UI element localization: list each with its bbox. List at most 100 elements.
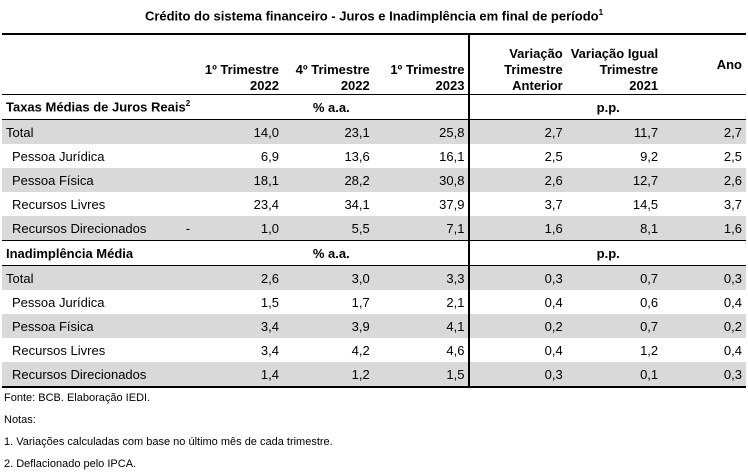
table-cell: 3,7 (723, 196, 742, 212)
table-cell: 0,7 (566, 265, 663, 290)
row-label: Recursos Direcionados (2, 362, 195, 388)
table-cell: 13,6 (344, 148, 370, 164)
table-cell: 1,4 (194, 362, 283, 388)
table-cell: 0,2 (468, 314, 567, 338)
table-cell: 3,3 (373, 265, 470, 290)
table-cell: 2,7 (468, 119, 567, 144)
table-cell: 3,0 (282, 265, 374, 290)
note-1: 1. Variações calculadas com base no últi… (4, 436, 333, 448)
table-row: Recursos Direcionados - 1,0 5,5 7,1 1,6 8,1 1… (2, 216, 746, 241)
table-cell: 0,3 (662, 265, 746, 290)
table-cell: 3,9 (282, 314, 374, 338)
table-cell: 0,4 (723, 342, 742, 358)
col-header-2: 4º Trimestre 2022 (282, 33, 374, 95)
section-header-default: Inadimplência Média % a.a. p.p. (2, 240, 746, 266)
table-cell: 25,8 (373, 119, 470, 144)
credit-table: 1º Trimestre 2022 4º Trimestre 2022 1º Tri… (2, 33, 746, 388)
table-cell: 0,2 (662, 314, 746, 338)
row-label: Total (2, 265, 195, 290)
table-cell: 1,7 (351, 294, 370, 310)
row-label: Recursos Livres (12, 196, 106, 212)
section-label: Taxas Médias de Juros Reais2 (2, 94, 195, 120)
table-row: Total 14,0 23,1 25,8 2,7 11,7 2,7 (2, 119, 746, 144)
note-2: 2. Deflacionado pelo IPCA. (4, 458, 137, 470)
table-cell: 2,7 (662, 119, 746, 144)
header-row: 1º Trimestre 2022 4º Trimestre 2022 1º Tri… (2, 33, 746, 95)
table-cell: 2,5 (468, 144, 567, 168)
table-cell: 0,3 (662, 362, 746, 388)
table-cell: 2,6 (468, 168, 567, 192)
table-cell: 5,5 (282, 216, 374, 241)
table-title: Crédito do sistema financeiro - Juros e … (0, 8, 748, 23)
table-cell: 0,1 (566, 362, 663, 388)
col-header-1: 1º Trimestre 2022 (194, 33, 283, 95)
table-cell: 2,1 (446, 294, 465, 310)
table-cell: 3,4 (194, 314, 283, 338)
table-cell: 1,5 (260, 294, 279, 310)
table-cell: 3,7 (468, 192, 567, 216)
notes-heading: Notas: (4, 414, 36, 426)
table-cell: 0,3 (468, 265, 567, 290)
table-cell: 14,5 (632, 196, 659, 212)
table-row: Total 2,6 3,0 3,3 0,3 0,7 0,3 (2, 265, 746, 290)
table-cell: 4,1 (373, 314, 470, 338)
table-cell: 11,7 (566, 119, 663, 144)
table-cell: 6,9 (260, 148, 279, 164)
row-label: Recursos Livres (12, 342, 106, 358)
table-row: Recursos Livres 3,4 4,2 4,6 0,4 1,2 0,4 (2, 338, 746, 362)
table-cell: 28,2 (282, 168, 374, 192)
table-cell: 2,6 (662, 168, 746, 192)
header-blank (2, 33, 195, 95)
dash-mark: - (185, 220, 191, 236)
col-header-3: 1º Trimestre 2023 (373, 33, 470, 95)
table-cell: 0,3 (468, 362, 567, 388)
row-label: Pessoa Física (2, 314, 195, 338)
table-cell: 2,5 (723, 148, 742, 164)
table-cell: 34,1 (344, 196, 370, 212)
table-cell: 4,6 (446, 342, 465, 358)
unit-right: p.p. (468, 94, 746, 120)
row-label: Recursos Direcionados - (2, 216, 195, 241)
table-row: Pessoa Jurídica 6,9 13,6 16,1 2,5 9,2 2,5 (2, 144, 746, 168)
table-cell: 14,0 (194, 119, 283, 144)
table-cell: 1,5 (373, 362, 470, 388)
table-row: Pessoa Jurídica 1,5 1,7 2,1 0,4 0,6 0,4 (2, 290, 746, 314)
table-cell: 7,1 (373, 216, 470, 241)
table-title-text: Crédito do sistema financeiro - Juros e … (144, 8, 599, 24)
table-cell: 16,1 (439, 148, 465, 164)
table-cell: 0,4 (468, 338, 567, 362)
title-footnote-marker: 1 (598, 8, 604, 17)
col-header-4: Variação Trimestre Anterior (468, 33, 567, 95)
table-cell: 0,6 (640, 294, 659, 310)
table-cell: 30,8 (373, 168, 470, 192)
table-cell: 1,6 (662, 216, 746, 241)
table-cell: 9,2 (640, 148, 659, 164)
table-cell: 2,6 (194, 265, 283, 290)
table-cell: 12,7 (566, 168, 663, 192)
table-cell: 1,0 (194, 216, 283, 241)
table-row: Pessoa Física 18,1 28,2 30,8 2,6 12,7 2,6 (2, 168, 746, 192)
table-cell: 37,9 (439, 196, 465, 212)
col-header-6: Ano (662, 33, 746, 95)
table-cell: 0,7 (566, 314, 663, 338)
table-cell: 3,4 (260, 342, 279, 358)
row-label: Pessoa Jurídica (12, 294, 105, 310)
table-cell: 1,2 (640, 342, 659, 358)
unit-left: % a.a. (194, 94, 470, 120)
section-label: Inadimplência Média (2, 240, 195, 266)
table-row: Pessoa Física 3,4 3,9 4,1 0,2 0,7 0,2 (2, 314, 746, 338)
unit-right: p.p. (468, 240, 746, 266)
table-cell: 4,2 (351, 342, 370, 358)
table-cell: 18,1 (194, 168, 283, 192)
table-row: Recursos Direcionados 1,4 1,2 1,5 0,3 0,1 0,… (2, 362, 746, 388)
table-cell: 1,6 (468, 216, 567, 241)
table-cell: 0,4 (468, 290, 567, 314)
table-cell: 23,1 (282, 119, 374, 144)
row-label: Pessoa Jurídica (12, 148, 105, 164)
source-note: Fonte: BCB. Elaboração IEDI. (4, 392, 151, 404)
table-cell: 23,4 (253, 196, 279, 212)
row-label: Total (2, 119, 195, 144)
section-header-rates: Taxas Médias de Juros Reais2 % a.a. p.p. (2, 94, 746, 120)
notes-block: Fonte: BCB. Elaboração IEDI. Notas: 1. V… (4, 387, 333, 475)
table-cell: 0,4 (723, 294, 742, 310)
